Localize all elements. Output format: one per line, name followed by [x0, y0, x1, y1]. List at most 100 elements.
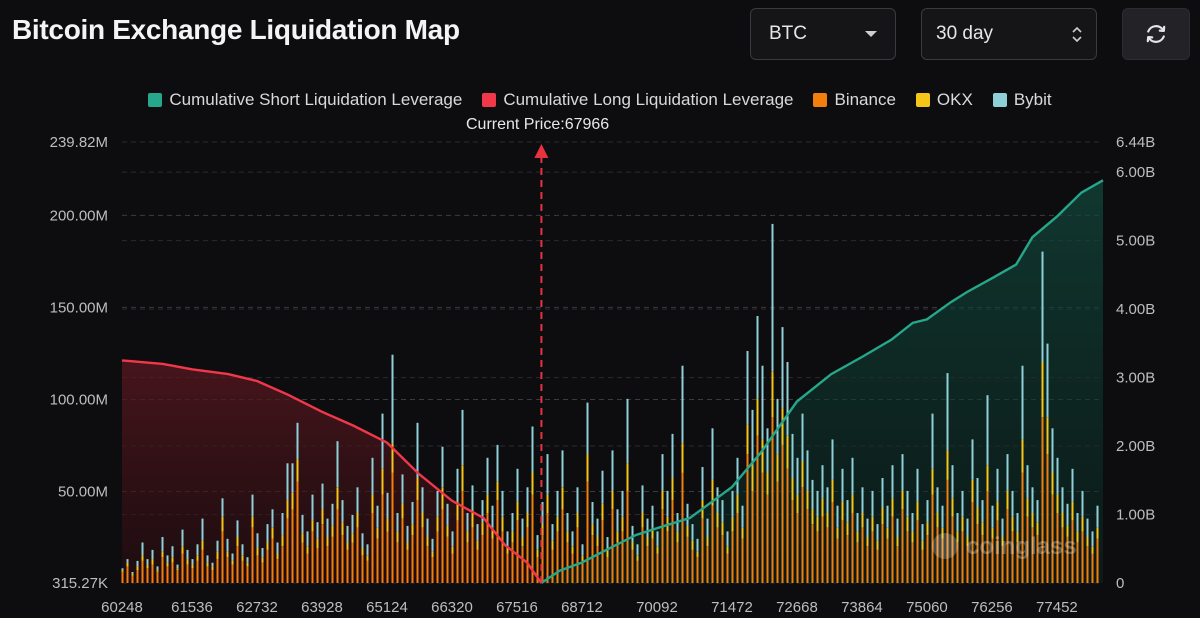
bar-okx	[206, 562, 209, 567]
bar-bybit	[1086, 518, 1089, 537]
period-select[interactable]: 30 day	[921, 8, 1097, 60]
bar-binance	[911, 542, 914, 583]
bar-okx	[286, 500, 289, 519]
bar-bybit	[801, 413, 804, 462]
bar-okx	[1091, 546, 1094, 554]
bar-bybit	[701, 467, 704, 501]
bar-binance	[861, 527, 864, 583]
bar-bybit	[281, 513, 284, 536]
bar-bybit	[711, 428, 714, 480]
bar-binance	[826, 527, 829, 583]
bar-bybit	[881, 478, 884, 508]
bar-bybit	[1061, 487, 1064, 514]
bar-binance	[531, 494, 534, 583]
chevron-down-icon	[865, 31, 877, 37]
bar-okx	[1076, 531, 1079, 543]
coinglass-watermark: coinglass	[932, 533, 1077, 560]
bar-bybit	[436, 490, 439, 517]
y-left-tick-label: 100.00M	[50, 391, 108, 408]
bar-okx	[671, 478, 674, 501]
legend-item-bybit[interactable]: Bybit	[992, 90, 1052, 110]
bar-binance	[816, 531, 819, 583]
bar-okx	[486, 494, 489, 513]
bar-binance	[736, 513, 739, 583]
bar-binance	[301, 542, 304, 583]
bar-okx	[516, 502, 519, 521]
y-right-tick-label: 1.00B	[1116, 507, 1155, 524]
bar-okx	[1066, 525, 1069, 537]
bar-bybit	[776, 398, 779, 455]
bar-binance	[996, 520, 999, 583]
bar-okx	[846, 522, 849, 536]
bar-okx	[336, 487, 339, 510]
bar-okx	[456, 502, 459, 521]
bar-bybit	[986, 395, 989, 466]
bar-bybit	[631, 525, 634, 543]
bar-bybit	[1081, 490, 1084, 517]
bar-binance	[796, 513, 799, 583]
y-right-tick-label: 3.00B	[1116, 370, 1155, 387]
legend-item-short-cum[interactable]: Cumulative Short Liquidation Leverage	[148, 90, 462, 110]
bar-okx	[921, 540, 924, 550]
bar-binance	[371, 513, 374, 583]
bar-binance	[346, 549, 349, 583]
bar-okx	[1081, 516, 1084, 532]
bar-bybit	[221, 498, 224, 517]
bar-binance	[1091, 553, 1094, 583]
bar-bybit	[1076, 513, 1079, 532]
bar-binance	[871, 531, 874, 583]
bar-okx	[311, 520, 314, 532]
bar-okx	[181, 546, 184, 554]
bar-okx	[476, 540, 479, 550]
coin-select[interactable]: BTC	[750, 8, 896, 60]
legend-item-okx[interactable]: OKX	[915, 90, 973, 110]
legend-item-binance[interactable]: Binance	[813, 90, 896, 110]
bar-binance	[626, 490, 629, 583]
bar-okx	[536, 549, 539, 558]
bar-binance	[756, 435, 759, 583]
bar-bybit	[1051, 428, 1054, 473]
bar-okx	[996, 502, 999, 521]
y-left-tick-label: 200.00M	[50, 207, 108, 224]
chart-legend: Cumulative Short Liquidation Leverage Cu…	[0, 90, 1200, 110]
refresh-button[interactable]	[1122, 8, 1190, 60]
bar-okx	[216, 551, 219, 560]
y-left-tick-label: 315.27K	[52, 575, 108, 592]
bar-okx	[226, 551, 229, 558]
bar-bybit	[241, 544, 244, 556]
bar-binance	[866, 546, 869, 583]
bar-binance	[166, 566, 169, 583]
bar-binance	[1041, 417, 1044, 583]
bar-okx	[241, 555, 244, 561]
bar-bybit	[196, 544, 199, 556]
bar-okx	[601, 503, 604, 521]
bar-bybit	[666, 490, 669, 517]
bar-okx	[1036, 522, 1039, 536]
bar-binance	[406, 549, 409, 583]
bar-bybit	[746, 351, 749, 425]
bar-binance	[206, 566, 209, 583]
bar-bybit	[376, 505, 379, 528]
bar-binance	[456, 520, 459, 583]
bar-binance	[731, 531, 734, 583]
bar-binance	[136, 570, 139, 583]
bar-bybit	[1071, 468, 1074, 502]
bar-binance	[236, 546, 239, 583]
watermark-text: coinglass	[966, 533, 1077, 560]
bar-okx	[261, 557, 264, 563]
bar-okx	[291, 492, 294, 510]
bar-okx	[331, 525, 334, 537]
bar-okx	[756, 398, 759, 436]
legend-label: Binance	[834, 90, 896, 109]
bar-okx	[906, 516, 909, 532]
long-cumulative-line	[121, 359, 543, 584]
bar-bybit	[301, 514, 304, 534]
bar-okx	[121, 570, 124, 572]
legend-item-long-cum[interactable]: Cumulative Long Liquidation Leverage	[482, 90, 793, 110]
bar-okx	[806, 490, 809, 510]
bar-binance	[141, 560, 144, 583]
bar-binance	[326, 546, 329, 583]
bar-bybit	[1091, 531, 1094, 547]
bar-binance	[506, 553, 509, 583]
bar-bybit	[556, 490, 559, 517]
